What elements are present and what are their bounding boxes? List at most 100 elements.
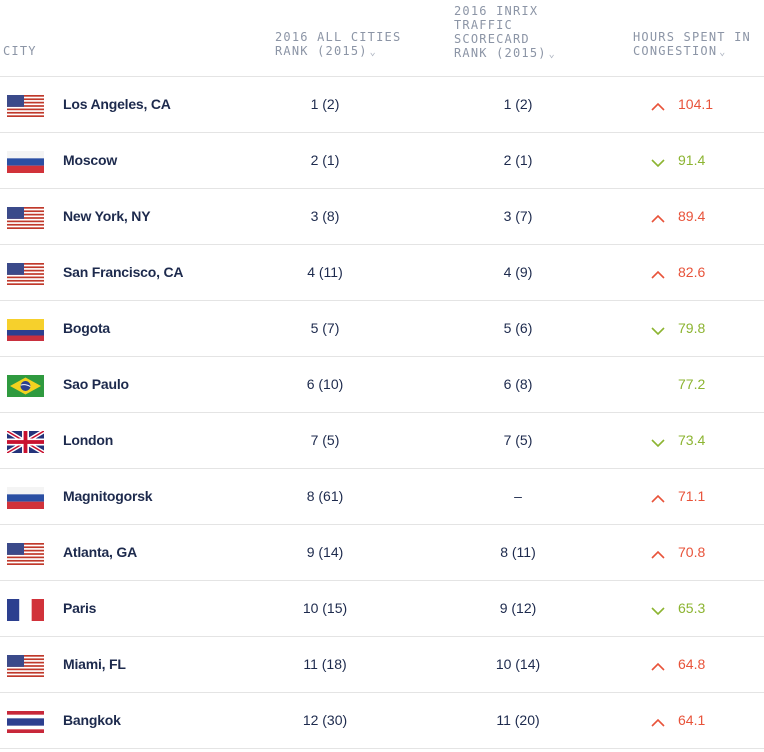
- hours-in-congestion: 79.8: [678, 320, 706, 336]
- table-row: Atlanta, GA 9 (14) 8 (11) 70.8: [0, 525, 764, 581]
- rank-inrix-scorecard: 10 (14): [495, 656, 541, 672]
- chevron-up-icon: [651, 659, 665, 671]
- column-header-rank-inrix-line-3: SCORECARD: [454, 32, 530, 46]
- rank-inrix-scorecard: 4 (9): [503, 264, 533, 280]
- column-header-rank-inrix-line-1: 2016 INRIX: [454, 4, 539, 18]
- rank-all-cities: 3 (8): [310, 208, 340, 224]
- chevron-up-icon: [651, 491, 665, 503]
- city-name: Bogota: [63, 320, 111, 336]
- chevron-up-icon: [651, 99, 665, 111]
- column-header-rank-all[interactable]: 2016 ALL CITIES RANK (2015) ⌄: [275, 30, 401, 60]
- usa-flag-icon: [7, 95, 44, 117]
- column-header-rank-inrix-line-4: RANK (2015): [454, 46, 547, 60]
- hours-in-congestion: 71.1: [678, 488, 706, 504]
- rank-all-cities: 2 (1): [310, 152, 340, 168]
- chevron-up-icon: [651, 211, 665, 223]
- column-header-rank-inrix-line-2: TRAFFIC: [454, 18, 513, 32]
- rank-all-cities: 8 (61): [306, 488, 344, 504]
- column-header-hours-line-1: HOURS SPENT IN: [633, 30, 751, 44]
- hours-in-congestion: 104.1: [678, 96, 714, 112]
- city-name: Bangkok: [63, 712, 121, 728]
- column-header-rank-all-line-2: RANK (2015): [275, 44, 368, 58]
- table-row: Bangkok 12 (30) 11 (20) 64.1: [0, 693, 764, 749]
- city-name: San Francisco, CA: [63, 264, 184, 280]
- table-row: New York, NY 3 (8) 3 (7) 89.4: [0, 189, 764, 245]
- usa-flag-icon: [7, 263, 44, 285]
- chevron-down-icon: [651, 155, 665, 168]
- table-row: London 7 (5) 7 (5) 73.4: [0, 413, 764, 469]
- table-row: Magnitogorsk 8 (61) – 71.1: [0, 469, 764, 525]
- city-name: Miami, FL: [63, 656, 126, 672]
- rank-all-cities: 5 (7): [310, 320, 340, 336]
- russia-flag-icon: [7, 151, 44, 173]
- hours-in-congestion: 82.6: [678, 264, 706, 280]
- column-header-rank-all-line-1: 2016 ALL CITIES: [275, 30, 402, 44]
- city-name: New York, NY: [63, 208, 151, 224]
- usa-flag-icon: [7, 207, 44, 229]
- hours-in-congestion: 77.2: [678, 376, 706, 392]
- usa-flag-icon: [7, 543, 44, 565]
- city-name: London: [63, 432, 114, 448]
- rank-all-cities: 1 (2): [310, 96, 340, 112]
- table-row: Bogota 5 (7) 5 (6) 79.8: [0, 301, 764, 357]
- thailand-flag-icon: [7, 711, 44, 733]
- column-header-hours[interactable]: HOURS SPENT IN CONGESTION ⌄: [633, 30, 751, 60]
- city-name: Moscow: [63, 152, 118, 168]
- hours-in-congestion: 73.4: [678, 432, 706, 448]
- rank-inrix-scorecard: 8 (11): [500, 544, 536, 560]
- chevron-down-icon: ⌄: [548, 49, 556, 60]
- rank-all-cities: 7 (5): [310, 432, 340, 448]
- rank-inrix-scorecard: 5 (6): [503, 320, 533, 336]
- hours-in-congestion: 89.4: [678, 208, 706, 224]
- table-row: Moscow 2 (1) 2 (1) 91.4: [0, 133, 764, 189]
- table-row: Miami, FL 11 (18) 10 (14) 64.8: [0, 637, 764, 693]
- rank-all-cities: 9 (14): [306, 544, 344, 560]
- russia-flag-icon: [7, 487, 44, 509]
- rank-all-cities: 10 (15): [302, 600, 348, 616]
- rank-inrix-scorecard: 6 (8): [503, 376, 533, 392]
- city-name: Paris: [63, 600, 97, 616]
- rank-all-cities: 12 (30): [302, 712, 348, 728]
- column-header-city: CITY: [3, 44, 37, 58]
- rank-inrix-scorecard: 1 (2): [503, 96, 533, 112]
- table-row: Sao Paulo 6 (10) 6 (8) 77.2: [0, 357, 764, 413]
- uk-flag-icon: [7, 431, 44, 453]
- hours-in-congestion: 91.4: [678, 152, 706, 168]
- chevron-up-icon: [651, 547, 665, 559]
- city-name: Magnitogorsk: [63, 488, 153, 504]
- city-name: Atlanta, GA: [63, 544, 138, 560]
- column-header-rank-inrix[interactable]: 2016 INRIX TRAFFIC SCORECARD RANK (2015)…: [454, 4, 556, 62]
- table-row: San Francisco, CA 4 (11) 4 (9) 82.6: [0, 245, 764, 301]
- hours-in-congestion: 70.8: [678, 544, 706, 560]
- table-header: CITY 2016 ALL CITIES RANK (2015) ⌄ 2016 I…: [0, 0, 764, 77]
- chevron-down-icon: [651, 603, 665, 616]
- rank-inrix-scorecard: 3 (7): [503, 208, 533, 224]
- column-header-hours-line-2: CONGESTION: [633, 44, 718, 58]
- france-flag-icon: [7, 599, 44, 621]
- usa-flag-icon: [7, 655, 44, 677]
- hours-in-congestion: 64.1: [678, 712, 706, 728]
- rank-inrix-scorecard: 2 (1): [503, 152, 533, 168]
- chevron-up-icon: [651, 267, 665, 279]
- brazil-flag-icon: [7, 375, 44, 397]
- chevron-down-icon: [651, 435, 665, 448]
- table-row: Paris 10 (15) 9 (12) 65.3: [0, 581, 764, 637]
- rank-inrix-scorecard: 7 (5): [503, 432, 533, 448]
- hours-in-congestion: 65.3: [678, 600, 706, 616]
- chevron-down-icon: [651, 323, 665, 336]
- table-body: Los Angeles, CA 1 (2) 1 (2) 104.1 Moscow 2 (1…: [0, 77, 764, 749]
- table-row: Los Angeles, CA 1 (2) 1 (2) 104.1: [0, 77, 764, 133]
- hours-in-congestion: 64.8: [678, 656, 706, 672]
- no-change-indicator: [651, 379, 665, 389]
- colombia-flag-icon: [7, 319, 44, 341]
- rank-inrix-scorecard: 11 (20): [496, 712, 540, 728]
- city-name: Los Angeles, CA: [63, 96, 171, 112]
- rank-all-cities: 11 (18): [303, 656, 347, 672]
- rank-inrix-scorecard: –: [514, 488, 522, 504]
- city-name: Sao Paulo: [63, 376, 129, 392]
- chevron-down-icon: ⌄: [719, 47, 727, 58]
- rank-all-cities: 6 (10): [306, 376, 344, 392]
- chevron-up-icon: [651, 715, 665, 727]
- column-header-city-label: CITY: [3, 44, 37, 58]
